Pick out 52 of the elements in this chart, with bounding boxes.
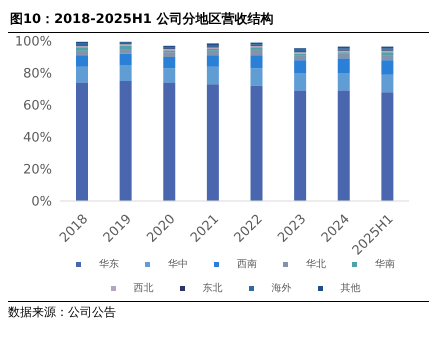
bar <box>163 57 176 68</box>
bar <box>294 55 306 60</box>
bar <box>294 90 306 201</box>
bar <box>120 81 132 201</box>
bar <box>338 73 350 91</box>
legend-label: 海外 <box>272 283 292 294</box>
bar <box>76 66 88 83</box>
bar <box>381 92 394 201</box>
bar <box>381 60 394 75</box>
bar <box>120 65 132 81</box>
legend-label: 华南 <box>375 259 395 270</box>
legend-label: 西南 <box>237 259 257 270</box>
legend-label: 西北 <box>134 283 154 294</box>
bar <box>338 58 350 73</box>
bar <box>76 55 88 67</box>
y-tick-label: 80% <box>23 66 52 82</box>
bar <box>250 68 262 86</box>
bar <box>206 84 219 201</box>
y-tick-label: 0% <box>31 194 52 210</box>
bar <box>76 82 88 201</box>
bar <box>381 55 394 60</box>
chart-title: 图10：2018-2025H1 公司分地区营收结构 <box>8 8 429 33</box>
bar <box>250 49 262 56</box>
bar <box>206 55 219 67</box>
bar <box>381 74 394 92</box>
y-tick-label: 60% <box>23 98 52 114</box>
legend-label: 其他 <box>340 283 360 294</box>
bar <box>338 90 350 201</box>
bar <box>120 46 132 49</box>
bar <box>163 52 176 57</box>
bar <box>120 54 132 65</box>
bar <box>206 50 219 56</box>
y-tick-label: 100% <box>14 34 52 50</box>
legend-label: 华北 <box>306 259 326 270</box>
y-tick-label: 20% <box>23 162 52 178</box>
legend-label: 华中 <box>168 259 188 270</box>
bar <box>250 86 262 201</box>
y-tick-label: 40% <box>23 130 52 146</box>
bar <box>338 54 350 59</box>
bar <box>76 47 88 51</box>
source-note: 数据来源：公司公告 <box>8 304 429 321</box>
bar <box>294 60 306 73</box>
bar <box>250 55 262 68</box>
bar <box>76 50 88 56</box>
bar <box>120 49 132 54</box>
legend-label: 东北 <box>202 283 222 294</box>
bar <box>381 52 394 56</box>
legend-label: 华东 <box>99 259 119 270</box>
bar <box>294 73 306 91</box>
bar <box>206 66 219 84</box>
bar <box>163 82 176 201</box>
bar <box>163 68 176 83</box>
